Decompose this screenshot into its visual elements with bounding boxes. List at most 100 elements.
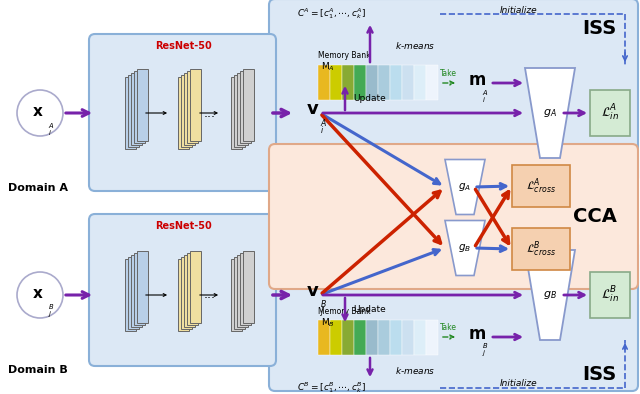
Bar xyxy=(318,65,330,100)
Bar xyxy=(237,73,248,145)
Bar xyxy=(131,73,141,145)
FancyBboxPatch shape xyxy=(269,239,638,391)
Text: $\mathbf{v}$: $\mathbf{v}$ xyxy=(306,282,319,300)
Bar xyxy=(342,65,353,100)
Bar xyxy=(127,257,138,329)
Polygon shape xyxy=(525,250,575,340)
Bar xyxy=(239,71,250,143)
Text: Take: Take xyxy=(440,323,457,331)
Text: Take: Take xyxy=(440,69,457,78)
Bar xyxy=(230,259,241,331)
Bar xyxy=(184,255,195,327)
Bar xyxy=(414,320,426,355)
Polygon shape xyxy=(525,68,575,158)
Bar xyxy=(390,320,401,355)
Bar xyxy=(234,257,244,329)
Circle shape xyxy=(17,272,63,318)
Bar xyxy=(136,69,147,141)
Bar xyxy=(186,253,198,325)
Text: Update: Update xyxy=(353,305,386,314)
Text: $\mathbf{m}$: $\mathbf{m}$ xyxy=(468,71,486,89)
Bar xyxy=(590,90,630,136)
Bar xyxy=(512,165,570,207)
Bar xyxy=(134,71,145,143)
Bar xyxy=(342,320,353,355)
Text: Memory Bank: Memory Bank xyxy=(318,307,371,316)
Bar xyxy=(134,253,145,325)
FancyBboxPatch shape xyxy=(269,0,638,184)
Bar xyxy=(366,65,378,100)
Text: ResNet-50: ResNet-50 xyxy=(155,221,211,231)
Text: $_i^A$: $_i^A$ xyxy=(482,88,488,105)
Bar xyxy=(177,259,189,331)
Bar xyxy=(189,69,200,141)
Text: Domain A: Domain A xyxy=(8,183,68,193)
Text: $k$-means: $k$-means xyxy=(395,364,435,375)
Text: $\mathrm{M}_B$: $\mathrm{M}_B$ xyxy=(321,317,335,329)
Text: ...: ... xyxy=(204,106,216,119)
Bar xyxy=(366,320,378,355)
Text: $_i^A$: $_i^A$ xyxy=(320,117,327,137)
Text: $\mathcal{L}_{cross}^B$: $\mathcal{L}_{cross}^B$ xyxy=(526,239,556,259)
Text: $_j^B$: $_j^B$ xyxy=(48,303,55,320)
Bar xyxy=(180,75,191,147)
Text: ...: ... xyxy=(204,288,216,301)
Text: $\mathbf{x}$: $\mathbf{x}$ xyxy=(32,286,44,301)
Text: $C^A=[c_1^A,\cdots,c_k^A]$: $C^A=[c_1^A,\cdots,c_k^A]$ xyxy=(297,7,366,21)
Text: Update: Update xyxy=(353,93,386,102)
Bar xyxy=(378,320,390,355)
Text: $g_A$: $g_A$ xyxy=(458,181,472,193)
FancyBboxPatch shape xyxy=(269,144,638,289)
Bar xyxy=(243,69,253,141)
Text: CCA: CCA xyxy=(573,206,617,225)
Text: $_i^A$: $_i^A$ xyxy=(48,121,54,138)
Text: Memory Bank: Memory Bank xyxy=(318,50,371,59)
Bar xyxy=(354,320,365,355)
Bar xyxy=(234,75,244,147)
Bar xyxy=(239,253,250,325)
Bar xyxy=(426,320,438,355)
Text: Domain B: Domain B xyxy=(8,365,68,375)
Text: $g_B$: $g_B$ xyxy=(543,289,557,301)
Bar xyxy=(127,75,138,147)
Text: ISS: ISS xyxy=(583,364,617,383)
Text: $_j^B$: $_j^B$ xyxy=(482,342,489,359)
Bar xyxy=(414,65,426,100)
Text: $\mathbf{m}$: $\mathbf{m}$ xyxy=(468,325,486,343)
Bar xyxy=(131,255,141,327)
Polygon shape xyxy=(445,221,485,275)
Bar xyxy=(330,65,342,100)
Text: ISS: ISS xyxy=(583,19,617,37)
Bar xyxy=(177,77,189,149)
Bar xyxy=(318,320,330,355)
Bar xyxy=(230,77,241,149)
Text: $\mathcal{L}_{in}^B$: $\mathcal{L}_{in}^B$ xyxy=(601,285,619,305)
Text: $\mathcal{L}_{in}^A$: $\mathcal{L}_{in}^A$ xyxy=(601,103,619,123)
Bar xyxy=(237,255,248,327)
Bar xyxy=(512,228,570,270)
Text: $_j^B$: $_j^B$ xyxy=(320,299,328,321)
Text: $\mathbf{x}$: $\mathbf{x}$ xyxy=(32,104,44,119)
Bar xyxy=(184,73,195,145)
Bar xyxy=(125,77,136,149)
FancyBboxPatch shape xyxy=(89,34,276,191)
Text: $g_B$: $g_B$ xyxy=(458,242,472,254)
Text: $\mathcal{L}_{cross}^A$: $\mathcal{L}_{cross}^A$ xyxy=(526,176,556,196)
Text: Initialize: Initialize xyxy=(500,6,538,15)
Text: $\mathrm{M}_A$: $\mathrm{M}_A$ xyxy=(321,61,335,73)
Bar xyxy=(186,71,198,143)
Bar xyxy=(402,65,413,100)
Bar xyxy=(243,251,253,323)
Text: $g_A$: $g_A$ xyxy=(543,107,557,119)
Bar xyxy=(189,251,200,323)
Text: Initialize: Initialize xyxy=(500,379,538,388)
Circle shape xyxy=(17,90,63,136)
Bar xyxy=(426,65,438,100)
Text: $k$-means: $k$-means xyxy=(395,39,435,50)
Polygon shape xyxy=(445,160,485,214)
Bar xyxy=(590,272,630,318)
Bar xyxy=(354,65,365,100)
Bar xyxy=(402,320,413,355)
Bar xyxy=(330,320,342,355)
Text: $C^B=[c_1^B,\cdots,c_k^B]$: $C^B=[c_1^B,\cdots,c_k^B]$ xyxy=(297,381,366,394)
